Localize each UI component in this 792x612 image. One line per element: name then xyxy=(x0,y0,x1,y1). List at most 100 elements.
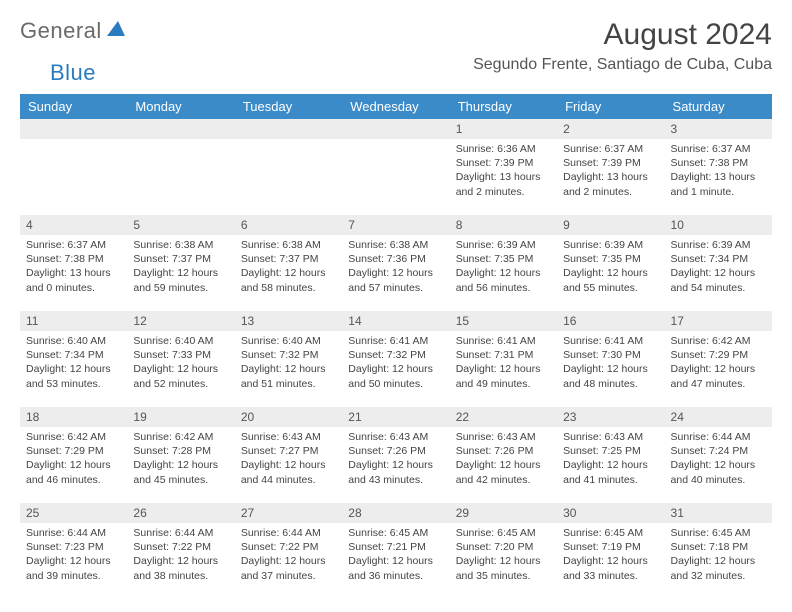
calendar-cell: 11Sunrise: 6:40 AMSunset: 7:34 PMDayligh… xyxy=(20,311,127,407)
day-number: 11 xyxy=(20,311,127,331)
logo-text-general: General xyxy=(20,18,102,44)
day-details: Sunrise: 6:44 AMSunset: 7:24 PMDaylight:… xyxy=(665,427,772,493)
day-details: Sunrise: 6:39 AMSunset: 7:34 PMDaylight:… xyxy=(665,235,772,301)
weekday-header: Tuesday xyxy=(235,94,342,119)
calendar-cell: 21Sunrise: 6:43 AMSunset: 7:26 PMDayligh… xyxy=(342,407,449,503)
day-details: Sunrise: 6:37 AMSunset: 7:38 PMDaylight:… xyxy=(20,235,127,301)
day-details: Sunrise: 6:39 AMSunset: 7:35 PMDaylight:… xyxy=(450,235,557,301)
day-details: Sunrise: 6:39 AMSunset: 7:35 PMDaylight:… xyxy=(557,235,664,301)
day-number: 5 xyxy=(127,215,234,235)
calendar-cell: 3Sunrise: 6:37 AMSunset: 7:38 PMDaylight… xyxy=(665,119,772,215)
day-details: Sunrise: 6:41 AMSunset: 7:30 PMDaylight:… xyxy=(557,331,664,397)
empty-daynum xyxy=(235,119,342,139)
day-number: 17 xyxy=(665,311,772,331)
calendar-cell: 26Sunrise: 6:44 AMSunset: 7:22 PMDayligh… xyxy=(127,503,234,599)
weekday-header: Friday xyxy=(557,94,664,119)
calendar-cell: 1Sunrise: 6:36 AMSunset: 7:39 PMDaylight… xyxy=(450,119,557,215)
day-number: 28 xyxy=(342,503,449,523)
day-number: 10 xyxy=(665,215,772,235)
day-number: 1 xyxy=(450,119,557,139)
calendar-cell: 10Sunrise: 6:39 AMSunset: 7:34 PMDayligh… xyxy=(665,215,772,311)
calendar-cell xyxy=(127,119,234,215)
day-number: 20 xyxy=(235,407,342,427)
day-details: Sunrise: 6:45 AMSunset: 7:20 PMDaylight:… xyxy=(450,523,557,589)
day-number: 29 xyxy=(450,503,557,523)
day-details: Sunrise: 6:43 AMSunset: 7:26 PMDaylight:… xyxy=(342,427,449,493)
day-details: Sunrise: 6:44 AMSunset: 7:22 PMDaylight:… xyxy=(127,523,234,589)
calendar-cell: 29Sunrise: 6:45 AMSunset: 7:20 PMDayligh… xyxy=(450,503,557,599)
calendar-cell: 5Sunrise: 6:38 AMSunset: 7:37 PMDaylight… xyxy=(127,215,234,311)
calendar-row: 1Sunrise: 6:36 AMSunset: 7:39 PMDaylight… xyxy=(20,119,772,215)
day-details: Sunrise: 6:41 AMSunset: 7:31 PMDaylight:… xyxy=(450,331,557,397)
calendar-cell: 9Sunrise: 6:39 AMSunset: 7:35 PMDaylight… xyxy=(557,215,664,311)
empty-daynum xyxy=(342,119,449,139)
calendar-cell: 20Sunrise: 6:43 AMSunset: 7:27 PMDayligh… xyxy=(235,407,342,503)
weekday-header: Sunday xyxy=(20,94,127,119)
day-details: Sunrise: 6:36 AMSunset: 7:39 PMDaylight:… xyxy=(450,139,557,205)
day-details: Sunrise: 6:41 AMSunset: 7:32 PMDaylight:… xyxy=(342,331,449,397)
logo: General xyxy=(20,18,128,44)
day-details: Sunrise: 6:38 AMSunset: 7:37 PMDaylight:… xyxy=(127,235,234,301)
empty-daynum xyxy=(127,119,234,139)
calendar-cell xyxy=(235,119,342,215)
day-number: 30 xyxy=(557,503,664,523)
calendar-cell: 18Sunrise: 6:42 AMSunset: 7:29 PMDayligh… xyxy=(20,407,127,503)
calendar-cell: 14Sunrise: 6:41 AMSunset: 7:32 PMDayligh… xyxy=(342,311,449,407)
day-number: 25 xyxy=(20,503,127,523)
weekday-header: Wednesday xyxy=(342,94,449,119)
day-number: 18 xyxy=(20,407,127,427)
calendar-cell: 7Sunrise: 6:38 AMSunset: 7:36 PMDaylight… xyxy=(342,215,449,311)
calendar-cell: 15Sunrise: 6:41 AMSunset: 7:31 PMDayligh… xyxy=(450,311,557,407)
calendar-table: SundayMondayTuesdayWednesdayThursdayFrid… xyxy=(20,94,772,599)
calendar-cell: 4Sunrise: 6:37 AMSunset: 7:38 PMDaylight… xyxy=(20,215,127,311)
day-number: 19 xyxy=(127,407,234,427)
logo-text-blue: Blue xyxy=(50,60,96,85)
day-details: Sunrise: 6:43 AMSunset: 7:27 PMDaylight:… xyxy=(235,427,342,493)
calendar-row: 4Sunrise: 6:37 AMSunset: 7:38 PMDaylight… xyxy=(20,215,772,311)
day-details: Sunrise: 6:40 AMSunset: 7:34 PMDaylight:… xyxy=(20,331,127,397)
day-number: 13 xyxy=(235,311,342,331)
day-number: 26 xyxy=(127,503,234,523)
month-title: August 2024 xyxy=(473,18,772,52)
day-details: Sunrise: 6:42 AMSunset: 7:29 PMDaylight:… xyxy=(665,331,772,397)
day-number: 16 xyxy=(557,311,664,331)
weekday-header-row: SundayMondayTuesdayWednesdayThursdayFrid… xyxy=(20,94,772,119)
calendar-cell: 31Sunrise: 6:45 AMSunset: 7:18 PMDayligh… xyxy=(665,503,772,599)
calendar-cell: 2Sunrise: 6:37 AMSunset: 7:39 PMDaylight… xyxy=(557,119,664,215)
day-details: Sunrise: 6:38 AMSunset: 7:36 PMDaylight:… xyxy=(342,235,449,301)
day-details: Sunrise: 6:44 AMSunset: 7:23 PMDaylight:… xyxy=(20,523,127,589)
calendar-cell: 13Sunrise: 6:40 AMSunset: 7:32 PMDayligh… xyxy=(235,311,342,407)
day-number: 15 xyxy=(450,311,557,331)
calendar-cell: 24Sunrise: 6:44 AMSunset: 7:24 PMDayligh… xyxy=(665,407,772,503)
calendar-cell: 23Sunrise: 6:43 AMSunset: 7:25 PMDayligh… xyxy=(557,407,664,503)
day-details: Sunrise: 6:45 AMSunset: 7:21 PMDaylight:… xyxy=(342,523,449,589)
day-number: 6 xyxy=(235,215,342,235)
calendar-cell: 12Sunrise: 6:40 AMSunset: 7:33 PMDayligh… xyxy=(127,311,234,407)
day-details: Sunrise: 6:43 AMSunset: 7:25 PMDaylight:… xyxy=(557,427,664,493)
day-details: Sunrise: 6:44 AMSunset: 7:22 PMDaylight:… xyxy=(235,523,342,589)
calendar-cell: 16Sunrise: 6:41 AMSunset: 7:30 PMDayligh… xyxy=(557,311,664,407)
calendar-row: 11Sunrise: 6:40 AMSunset: 7:34 PMDayligh… xyxy=(20,311,772,407)
day-number: 24 xyxy=(665,407,772,427)
day-number: 4 xyxy=(20,215,127,235)
weekday-header: Monday xyxy=(127,94,234,119)
day-details: Sunrise: 6:40 AMSunset: 7:32 PMDaylight:… xyxy=(235,331,342,397)
day-number: 23 xyxy=(557,407,664,427)
calendar-cell: 25Sunrise: 6:44 AMSunset: 7:23 PMDayligh… xyxy=(20,503,127,599)
day-details: Sunrise: 6:42 AMSunset: 7:28 PMDaylight:… xyxy=(127,427,234,493)
calendar-row: 18Sunrise: 6:42 AMSunset: 7:29 PMDayligh… xyxy=(20,407,772,503)
day-details: Sunrise: 6:42 AMSunset: 7:29 PMDaylight:… xyxy=(20,427,127,493)
day-number: 8 xyxy=(450,215,557,235)
day-number: 12 xyxy=(127,311,234,331)
calendar-cell: 27Sunrise: 6:44 AMSunset: 7:22 PMDayligh… xyxy=(235,503,342,599)
calendar-cell: 22Sunrise: 6:43 AMSunset: 7:26 PMDayligh… xyxy=(450,407,557,503)
day-number: 3 xyxy=(665,119,772,139)
empty-daynum xyxy=(20,119,127,139)
day-details: Sunrise: 6:45 AMSunset: 7:18 PMDaylight:… xyxy=(665,523,772,589)
day-number: 21 xyxy=(342,407,449,427)
day-details: Sunrise: 6:37 AMSunset: 7:38 PMDaylight:… xyxy=(665,139,772,205)
day-number: 22 xyxy=(450,407,557,427)
calendar-body: 1Sunrise: 6:36 AMSunset: 7:39 PMDaylight… xyxy=(20,119,772,599)
calendar-cell: 17Sunrise: 6:42 AMSunset: 7:29 PMDayligh… xyxy=(665,311,772,407)
calendar-row: 25Sunrise: 6:44 AMSunset: 7:23 PMDayligh… xyxy=(20,503,772,599)
